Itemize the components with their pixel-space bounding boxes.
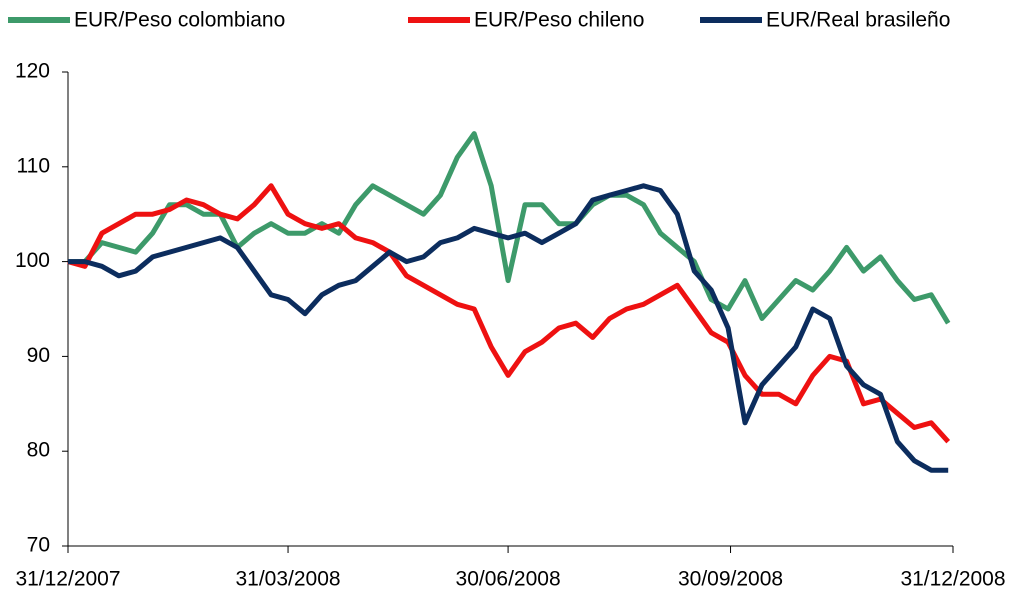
series-line — [68, 131, 951, 325]
y-tick-label: 110 — [17, 154, 50, 177]
y-tick-label: 80 — [27, 439, 50, 462]
legend-label: EUR/Real brasileño — [766, 9, 950, 32]
x-tick-label: 30/06/2008 — [456, 568, 561, 591]
y-tick-label: 100 — [15, 249, 50, 272]
series-line — [67, 183, 951, 444]
y-tick-label: 70 — [27, 534, 50, 557]
x-tick-label: 31/03/2008 — [235, 568, 340, 591]
x-tick-label: 30/09/2008 — [678, 568, 783, 591]
y-tick-label: 90 — [27, 344, 50, 367]
series-line — [68, 183, 949, 473]
x-tick-label: 31/12/2008 — [900, 568, 1005, 591]
legend-label: EUR/Peso colombiano — [74, 9, 285, 32]
legend-label: EUR/Peso chileno — [474, 9, 644, 32]
y-tick-label: 120 — [15, 60, 50, 83]
x-tick-label: 31/12/2007 — [15, 568, 120, 591]
